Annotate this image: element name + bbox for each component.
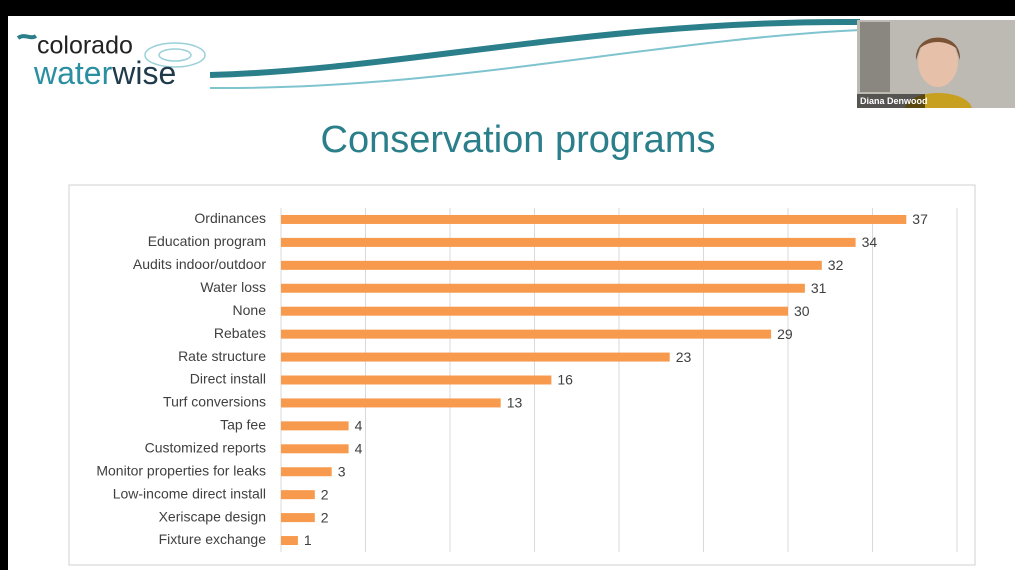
bar	[281, 237, 856, 247]
name-tag	[857, 94, 925, 108]
category-label: Direct install	[190, 371, 266, 387]
category-label: Ordinances	[194, 210, 266, 226]
logo-mark	[16, 34, 38, 40]
category-label: Monitor properties for leaks	[96, 462, 266, 478]
value-label: 2	[321, 509, 329, 525]
bar	[281, 536, 298, 546]
value-label: 1	[304, 532, 312, 548]
webcam-face	[918, 37, 958, 87]
slide-title: Conservation programs	[321, 119, 716, 161]
logo-top: colorado	[37, 32, 133, 60]
value-label: 30	[794, 303, 810, 319]
bar	[281, 329, 772, 339]
ripple	[144, 42, 206, 68]
value-label: 29	[777, 326, 793, 342]
chart-frame	[68, 184, 976, 566]
bar	[281, 513, 315, 523]
value-label: 32	[828, 257, 844, 273]
value-label: 31	[811, 280, 827, 296]
bar	[281, 260, 822, 270]
bar	[281, 352, 670, 362]
bar	[281, 398, 501, 408]
category-label: Low-income direct install	[113, 485, 266, 501]
bar	[281, 467, 332, 477]
category-label: Turf conversions	[163, 394, 266, 410]
bar	[281, 214, 907, 224]
value-label: 34	[862, 234, 878, 250]
value-label: 23	[676, 349, 692, 365]
category-label: Fixture exchange	[159, 531, 267, 547]
participant-name: Diana Denwood	[860, 96, 928, 106]
bar	[281, 283, 805, 293]
logo-water: water	[33, 55, 113, 91]
value-label: 3	[338, 463, 346, 479]
category-label: None	[233, 302, 267, 318]
webcam: Diana Denwood	[857, 20, 1015, 108]
category-label: Customized reports	[145, 440, 266, 456]
bar	[281, 375, 552, 385]
bar	[281, 490, 315, 500]
category-label: Xeriscape design	[159, 508, 266, 524]
ripple	[158, 48, 192, 62]
webcam-door	[860, 22, 890, 92]
category-label: Rebates	[214, 325, 266, 341]
bar	[281, 306, 788, 316]
logo-bottom: waterwise	[33, 55, 176, 91]
category-label: Tap fee	[220, 417, 266, 433]
value-label: 4	[355, 418, 363, 434]
value-label: 16	[557, 372, 573, 388]
value-label: 2	[321, 486, 329, 502]
category-label: Rate structure	[178, 348, 266, 364]
value-label: 4	[355, 441, 363, 457]
value-label: 13	[507, 395, 523, 411]
value-label: 37	[912, 211, 928, 227]
category-label: Audits indoor/outdoor	[133, 256, 266, 272]
wave	[209, 29, 861, 90]
bar	[281, 444, 349, 454]
logo-wise: wise	[111, 55, 176, 91]
bar	[281, 421, 349, 431]
category-label: Water loss	[200, 279, 266, 295]
webcam-hair	[915, 37, 961, 60]
category-label: Education program	[148, 233, 266, 249]
wave	[209, 18, 861, 78]
